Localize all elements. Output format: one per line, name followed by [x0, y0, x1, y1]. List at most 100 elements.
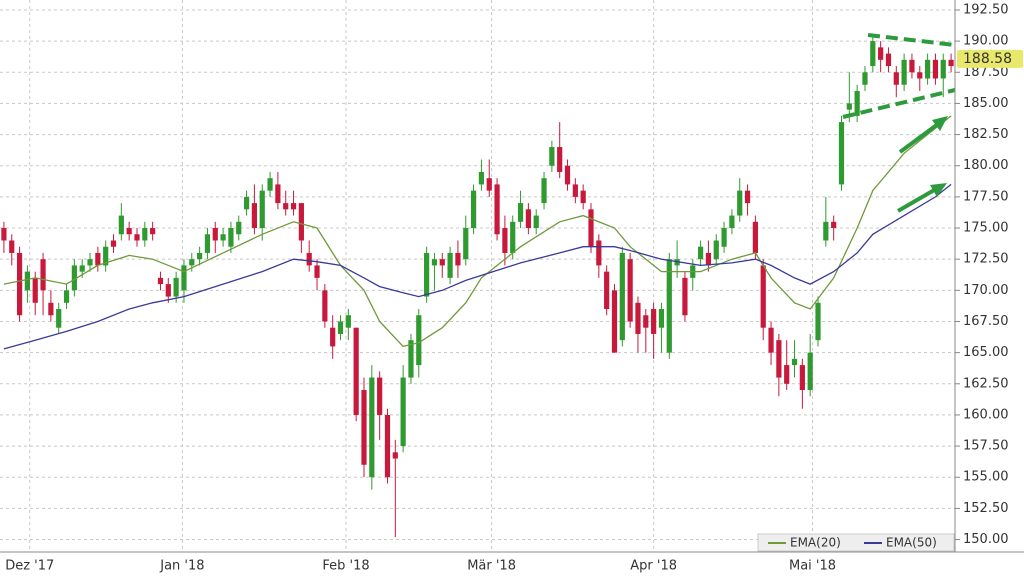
candle-body	[885, 53, 892, 67]
candle-body	[752, 221, 758, 253]
plot	[1, 34, 954, 538]
candle-body	[901, 59, 907, 85]
candle-body	[909, 59, 915, 73]
legend-label: EMA(20)	[790, 536, 841, 550]
candle-body	[784, 365, 790, 384]
candle-body	[666, 259, 672, 353]
legend-box	[757, 533, 955, 552]
candle-body	[588, 209, 594, 247]
candle-body	[940, 59, 946, 79]
y-tick-label: 190.00	[963, 34, 1009, 49]
candle-body	[79, 265, 85, 272]
candle-body	[377, 377, 383, 415]
y-tick-label: 162.50	[963, 376, 1009, 391]
candle-body	[16, 252, 23, 316]
candle-body	[416, 315, 422, 366]
candle-body	[361, 390, 367, 465]
y-tick-label: 152.50	[963, 501, 1009, 516]
candle-body	[1, 228, 7, 241]
y-tick-label: 160.00	[963, 407, 1009, 422]
y-tick-label: 170.00	[963, 283, 1009, 298]
candle-body	[791, 358, 798, 366]
candle-body	[517, 203, 524, 222]
candle-body	[165, 284, 171, 297]
y-tick-label: 180.00	[963, 158, 1009, 173]
y-tick-label: 157.50	[963, 439, 1009, 454]
candle-body	[95, 252, 101, 266]
candle-body	[157, 277, 164, 285]
candle-body	[478, 171, 485, 185]
candle-body	[103, 246, 109, 266]
candle-body	[682, 277, 688, 316]
candle-body	[925, 59, 931, 79]
axis: 150.00 152.50 155.00 157.50 160.00 162.50 165.…	[5, 2, 1023, 574]
candle-body	[564, 165, 571, 185]
candle-body	[181, 265, 187, 291]
legend: EMA(20) EMA(50)	[757, 533, 955, 552]
candle-body	[267, 178, 273, 191]
candle-body	[275, 184, 281, 204]
x-tick-label: Dez '17	[5, 559, 54, 574]
candle-body	[220, 234, 226, 241]
candle-body	[737, 190, 743, 216]
candle-body	[470, 190, 477, 229]
y-tick-label: 182.50	[963, 127, 1009, 142]
candle-body	[611, 290, 618, 353]
candle-body	[862, 72, 868, 85]
candle-body	[838, 122, 845, 185]
candle-body	[384, 414, 391, 478]
candle-body	[455, 252, 461, 266]
candle-body	[118, 215, 124, 235]
candle-body	[823, 221, 829, 241]
candle-body	[917, 72, 923, 79]
candle-body	[40, 259, 46, 291]
candle-body	[353, 327, 359, 415]
y-tick-label: 172.50	[963, 252, 1009, 267]
ema-line	[3, 183, 952, 350]
candle-body	[932, 59, 939, 79]
candle-body	[596, 240, 602, 266]
candle-body	[87, 259, 93, 266]
candle-body	[541, 178, 547, 204]
candle-body	[290, 203, 297, 210]
candle-body	[533, 215, 539, 229]
candle-body	[150, 228, 156, 235]
candle-body	[768, 327, 774, 353]
candle-body	[799, 365, 805, 391]
trend-line	[867, 33, 956, 47]
candle-body	[330, 327, 336, 347]
candle-body	[619, 252, 625, 341]
candle-body	[525, 209, 531, 229]
candle-body	[369, 377, 375, 478]
candle-body	[447, 252, 453, 278]
candle-body	[604, 271, 610, 310]
candle-body	[502, 228, 508, 253]
candle-body	[134, 234, 140, 241]
candle-body	[197, 252, 203, 260]
candle-body	[948, 59, 954, 67]
candle-body	[729, 215, 735, 229]
arrow-head	[930, 183, 947, 197]
candle-body	[893, 72, 899, 85]
candle-body	[298, 203, 304, 241]
arrow-head	[932, 116, 948, 131]
candle-body	[658, 309, 665, 328]
candle-body	[815, 302, 821, 341]
candle-body	[251, 203, 258, 229]
candle-body	[627, 259, 633, 322]
candle-body	[580, 190, 586, 204]
candle-body	[306, 252, 312, 266]
candle-body	[236, 221, 242, 235]
y-tick-label: 185.00	[963, 96, 1009, 111]
candle-body	[345, 315, 351, 328]
candle-body	[463, 228, 469, 260]
x-tick-label: Mai '18	[789, 559, 836, 574]
candle-body	[32, 277, 38, 303]
candle-body	[142, 228, 148, 241]
candle-body	[572, 184, 578, 197]
candle-body	[283, 203, 289, 210]
candle-body	[63, 290, 70, 303]
candle-body	[314, 265, 320, 278]
candle-body	[243, 196, 250, 210]
candle-body	[744, 190, 751, 204]
